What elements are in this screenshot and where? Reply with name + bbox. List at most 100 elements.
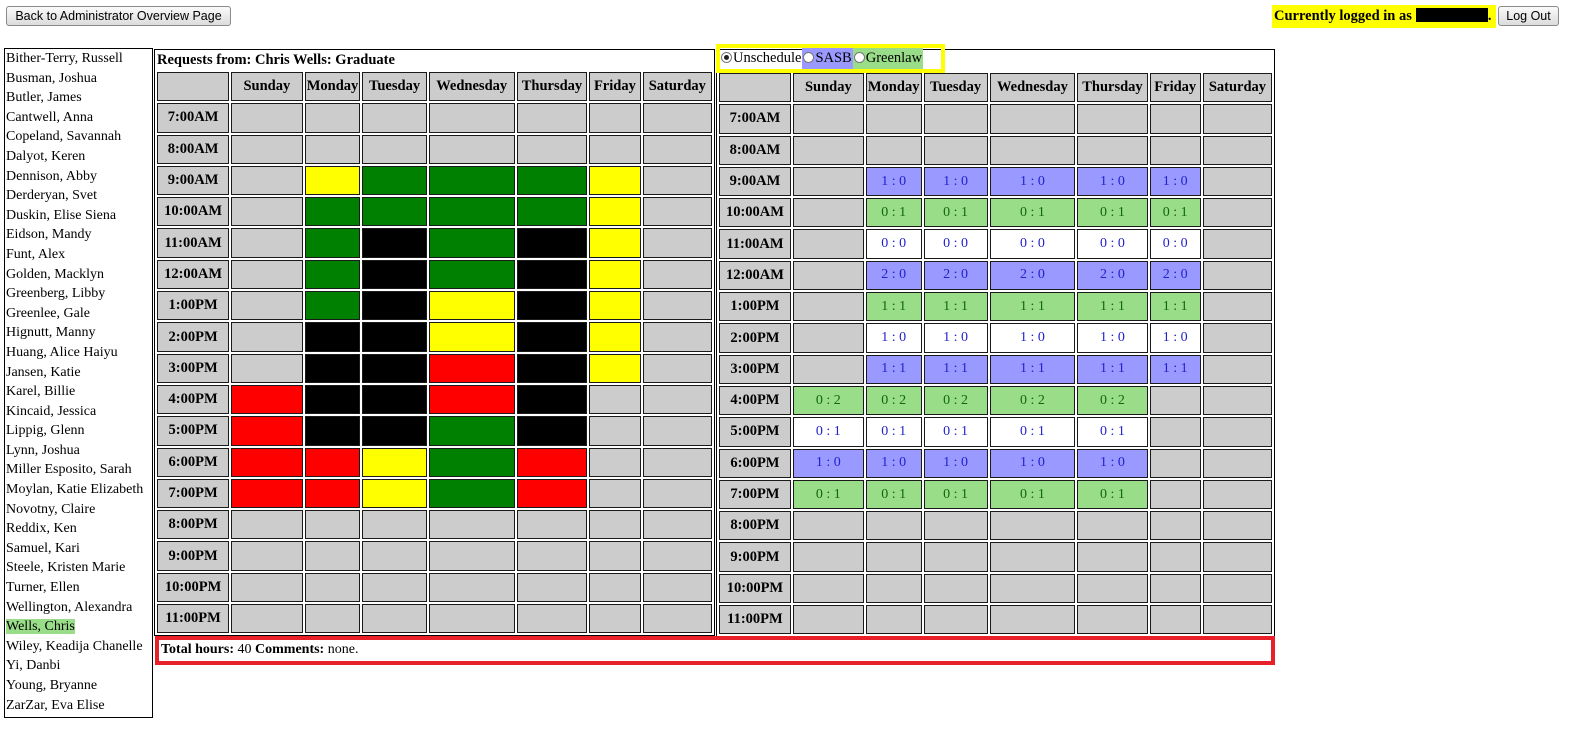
employee-item[interactable]: Novotny, Claire bbox=[5, 500, 152, 520]
employee-item[interactable]: Greenberg, Libby bbox=[5, 284, 152, 304]
schedule-cell[interactable]: 0 : 2 bbox=[792, 385, 864, 416]
schedule-cell[interactable] bbox=[1202, 166, 1272, 197]
schedule-cell[interactable]: 1 : 0 bbox=[923, 323, 988, 353]
request-cell[interactable] bbox=[516, 259, 588, 290]
employee-item[interactable]: Huang, Alice Haiyu bbox=[5, 343, 152, 363]
schedule-cell[interactable] bbox=[865, 605, 922, 635]
request-cell[interactable] bbox=[589, 291, 641, 321]
request-cell[interactable] bbox=[231, 259, 303, 290]
employee-item[interactable]: Kincaid, Jessica bbox=[5, 402, 152, 422]
request-cell[interactable] bbox=[304, 134, 361, 164]
radio-icon[interactable] bbox=[803, 52, 815, 63]
request-cell[interactable] bbox=[362, 416, 427, 446]
schedule-cell[interactable] bbox=[989, 104, 1076, 134]
request-cell[interactable] bbox=[362, 384, 427, 415]
radio-icon[interactable] bbox=[853, 52, 865, 63]
request-cell[interactable] bbox=[428, 572, 515, 603]
schedule-cell[interactable]: 1 : 1 bbox=[923, 292, 988, 322]
employee-item[interactable]: Moylan, Katie Elizabeth bbox=[5, 480, 152, 500]
request-cell[interactable] bbox=[304, 291, 361, 321]
schedule-cell[interactable]: 1 : 1 bbox=[1149, 354, 1201, 384]
schedule-cell[interactable]: 1 : 0 bbox=[1077, 448, 1148, 478]
schedule-cell[interactable]: 1 : 0 bbox=[1149, 166, 1201, 197]
logout-button[interactable]: Log Out bbox=[1498, 6, 1559, 26]
request-cell[interactable] bbox=[362, 604, 427, 634]
schedule-cell[interactable]: 0 : 1 bbox=[923, 417, 988, 447]
employee-item[interactable]: Dennison, Abby bbox=[5, 167, 152, 187]
schedule-cell[interactable] bbox=[792, 135, 864, 165]
location-option-unschedule[interactable]: Unschedule bbox=[720, 48, 802, 69]
schedule-cell[interactable]: 0 : 1 bbox=[989, 417, 1076, 447]
request-cell[interactable] bbox=[642, 353, 712, 383]
employee-item[interactable]: Greenlee, Gale bbox=[5, 304, 152, 324]
schedule-cell[interactable]: 1 : 0 bbox=[1077, 166, 1148, 197]
schedule-cell[interactable]: 0 : 1 bbox=[989, 198, 1076, 228]
schedule-cell[interactable]: 0 : 1 bbox=[989, 479, 1076, 510]
schedule-cell[interactable] bbox=[1202, 198, 1272, 228]
schedule-cell[interactable]: 1 : 0 bbox=[1077, 323, 1148, 353]
schedule-cell[interactable] bbox=[792, 542, 864, 572]
schedule-cell[interactable] bbox=[1149, 511, 1201, 541]
schedule-cell[interactable] bbox=[1202, 542, 1272, 572]
request-cell[interactable] bbox=[362, 447, 427, 477]
request-cell[interactable] bbox=[589, 259, 641, 290]
request-cell[interactable] bbox=[589, 197, 641, 227]
schedule-cell[interactable] bbox=[1149, 385, 1201, 416]
request-cell[interactable] bbox=[642, 165, 712, 196]
schedule-cell[interactable]: 1 : 1 bbox=[1149, 292, 1201, 322]
request-cell[interactable] bbox=[231, 572, 303, 603]
employee-item[interactable]: Derderyan, Svet bbox=[5, 186, 152, 206]
request-cell[interactable] bbox=[428, 228, 515, 258]
request-cell[interactable] bbox=[589, 322, 641, 352]
schedule-cell[interactable]: 0 : 0 bbox=[1149, 229, 1201, 259]
request-cell[interactable] bbox=[304, 197, 361, 227]
employee-item[interactable]: Turner, Ellen bbox=[5, 578, 152, 598]
schedule-cell[interactable]: 2 : 0 bbox=[1077, 260, 1148, 291]
request-cell[interactable] bbox=[642, 478, 712, 509]
radio-icon[interactable] bbox=[721, 52, 732, 63]
request-cell[interactable] bbox=[231, 228, 303, 258]
request-cell[interactable] bbox=[362, 541, 427, 571]
request-cell[interactable] bbox=[304, 510, 361, 540]
request-cell[interactable] bbox=[231, 103, 303, 133]
schedule-cell[interactable] bbox=[1077, 104, 1148, 134]
schedule-cell[interactable] bbox=[1202, 479, 1272, 510]
schedule-cell[interactable]: 2 : 0 bbox=[1149, 260, 1201, 291]
request-cell[interactable] bbox=[304, 228, 361, 258]
schedule-cell[interactable]: 0 : 1 bbox=[865, 479, 922, 510]
schedule-cell[interactable]: 1 : 1 bbox=[923, 354, 988, 384]
schedule-cell[interactable]: 1 : 0 bbox=[865, 448, 922, 478]
employee-item[interactable]: Young, Bryanne bbox=[5, 676, 152, 696]
schedule-cell[interactable]: 1 : 1 bbox=[989, 354, 1076, 384]
schedule-cell[interactable]: 1 : 1 bbox=[1077, 354, 1148, 384]
request-cell[interactable] bbox=[231, 353, 303, 383]
request-cell[interactable] bbox=[304, 541, 361, 571]
employee-item[interactable]: Copeland, Savannah bbox=[5, 127, 152, 147]
schedule-cell[interactable]: 1 : 0 bbox=[865, 166, 922, 197]
schedule-cell[interactable] bbox=[792, 260, 864, 291]
employee-item[interactable]: Duskin, Elise Siena bbox=[5, 206, 152, 226]
schedule-cell[interactable] bbox=[1149, 104, 1201, 134]
request-cell[interactable] bbox=[362, 228, 427, 258]
schedule-cell[interactable] bbox=[865, 135, 922, 165]
schedule-cell[interactable] bbox=[989, 605, 1076, 635]
schedule-cell[interactable]: 0 : 1 bbox=[865, 417, 922, 447]
request-cell[interactable] bbox=[642, 322, 712, 352]
schedule-cell[interactable] bbox=[1202, 448, 1272, 478]
request-cell[interactable] bbox=[516, 103, 588, 133]
request-cell[interactable] bbox=[516, 541, 588, 571]
schedule-cell[interactable] bbox=[1149, 417, 1201, 447]
request-cell[interactable] bbox=[428, 134, 515, 164]
employee-item[interactable]: Wellington, Alexandra bbox=[5, 598, 152, 618]
request-cell[interactable] bbox=[304, 416, 361, 446]
employee-item[interactable]: Busman, Joshua bbox=[5, 69, 152, 89]
request-cell[interactable] bbox=[642, 103, 712, 133]
schedule-cell[interactable]: 1 : 1 bbox=[989, 292, 1076, 322]
employee-item[interactable]: Samuel, Kari bbox=[5, 539, 152, 559]
request-cell[interactable] bbox=[642, 259, 712, 290]
schedule-cell[interactable] bbox=[1202, 323, 1272, 353]
employee-item[interactable]: Dalyot, Keren bbox=[5, 147, 152, 167]
request-cell[interactable] bbox=[231, 322, 303, 352]
schedule-cell[interactable] bbox=[1202, 135, 1272, 165]
request-cell[interactable] bbox=[642, 510, 712, 540]
